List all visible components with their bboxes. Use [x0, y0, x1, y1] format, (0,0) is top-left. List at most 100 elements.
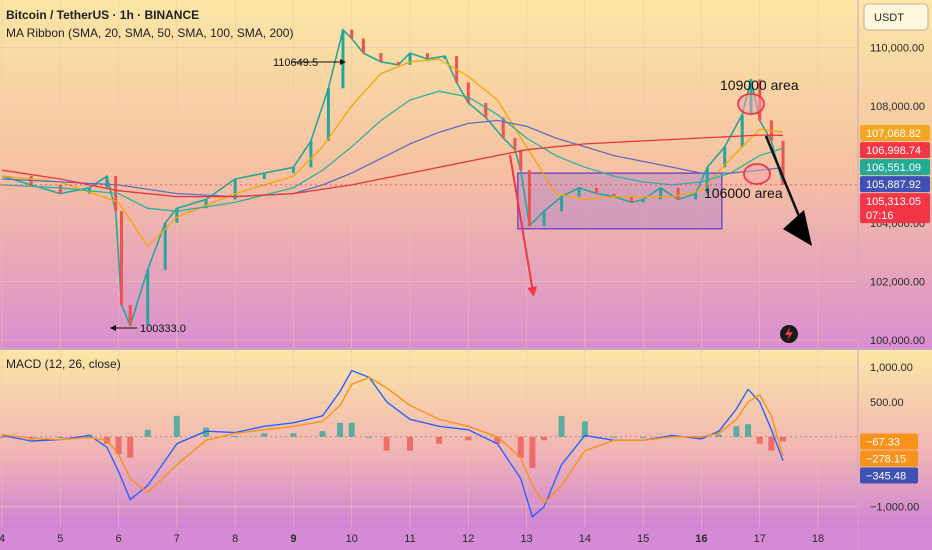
low-label: 100333.0	[140, 323, 186, 335]
series-line-macd	[1, 369, 784, 518]
price-badges: 107,068.82 106,998.74 106,551.09 105,887.92…	[860, 125, 930, 224]
histogram-bar	[0, 436, 5, 438]
price-badge	[860, 176, 930, 193]
price-badge	[860, 159, 930, 176]
drawings	[110, 59, 812, 343]
candle	[723, 146, 727, 168]
candle	[484, 102, 488, 118]
histogram-bar	[494, 436, 501, 444]
time-tick-label: 10	[346, 533, 358, 545]
price-badge-text: 106,998.74	[866, 145, 921, 157]
circle-109000	[737, 93, 765, 115]
price-badge	[860, 142, 930, 159]
price-badge-text: 106,551.09	[866, 162, 921, 174]
time-tick-label: 17	[754, 533, 766, 545]
candle	[676, 187, 680, 200]
macd-badge	[860, 467, 918, 484]
area-109000-label: 109000 area	[720, 77, 799, 93]
histogram-bar	[383, 436, 390, 451]
time-axis[interactable]: 4 5 6 7 8 9 10 11 12 13 14 15 16 17 18	[0, 533, 824, 545]
histogram-bar	[436, 436, 443, 444]
series-line-sma-100	[1, 119, 784, 198]
candle	[513, 138, 517, 150]
histogram-bar	[581, 421, 588, 437]
macd-badge-text: −345.48	[866, 470, 906, 482]
candle	[577, 187, 581, 197]
lightning-glyph	[785, 327, 793, 341]
price-badge	[860, 125, 930, 142]
histogram-bar	[768, 436, 775, 451]
macd-badge	[860, 450, 918, 467]
price-badge	[860, 193, 930, 224]
candle	[326, 88, 330, 141]
price-tick-label: 110,000.00	[870, 42, 924, 54]
candle	[659, 187, 663, 200]
high-label: 110649.5	[273, 57, 318, 69]
candle	[309, 140, 313, 168]
time-tick-label: 12	[462, 533, 474, 545]
time-tick-label: 14	[579, 533, 591, 545]
histogram-bar	[173, 415, 180, 437]
histogram-bar	[640, 436, 647, 438]
histogram-bar	[558, 415, 565, 437]
histogram-bar	[261, 433, 268, 437]
time-tick-label: 9	[290, 533, 296, 545]
series-line-sma-200	[1, 134, 784, 198]
drop-arrow-red	[509, 154, 538, 297]
macd-label: MACD (12, 26, close)	[6, 357, 121, 371]
histogram-bar	[611, 436, 617, 438]
currency-button[interactable]	[863, 3, 929, 31]
macd-tick-label: 500.00	[870, 397, 904, 409]
candle	[163, 222, 167, 270]
candle	[560, 196, 564, 212]
candle	[501, 117, 505, 139]
drop-arrow-black-head	[783, 210, 812, 246]
histogram-bar	[541, 436, 548, 441]
pane-divider[interactable]	[0, 348, 932, 350]
candle	[641, 199, 645, 203]
macd-grid	[0, 366, 858, 507]
candle	[379, 53, 383, 62]
candle	[175, 208, 179, 223]
price-tick-label: 102,000.00	[870, 276, 925, 288]
series-line-sma-20	[1, 58, 784, 247]
candle	[233, 179, 237, 200]
histogram-bar	[517, 436, 524, 458]
histogram-bar	[407, 436, 413, 451]
histogram-bar	[698, 436, 705, 439]
histogram-bar	[319, 431, 326, 437]
time-tick-label: 16	[695, 533, 707, 545]
series-line-signal	[1, 376, 784, 504]
histogram-bar	[337, 422, 344, 437]
candle	[146, 269, 150, 326]
histogram-bar	[465, 436, 472, 441]
consolidation-range-box	[517, 172, 723, 230]
time-tick-label: 11	[404, 533, 415, 545]
macd-badge-text: −278.15	[866, 453, 906, 465]
histogram-bar	[232, 436, 239, 438]
macd-tick-label: 1,000.00	[870, 362, 913, 374]
candle	[105, 176, 109, 188]
price-tick-label: 108,000.00	[870, 101, 925, 113]
histogram-bar	[745, 424, 752, 437]
time-tick-label: 8	[232, 533, 238, 545]
candle	[341, 29, 345, 89]
candle	[519, 149, 523, 171]
candle	[396, 61, 400, 65]
candle	[58, 184, 62, 194]
candle	[740, 114, 744, 147]
candle	[612, 193, 616, 197]
candle	[595, 187, 599, 194]
time-tick-label: 6	[116, 533, 122, 545]
time-tick-label: 15	[637, 533, 649, 545]
histogram-bar	[203, 427, 209, 437]
macd-badges: −67.33 −278.15 −345.48	[860, 433, 918, 484]
time-tick-label: 5	[57, 533, 63, 545]
candle	[694, 193, 698, 200]
histogram-bar	[348, 422, 355, 437]
price-series-group	[0, 28, 858, 327]
price-pane-background	[0, 0, 932, 348]
